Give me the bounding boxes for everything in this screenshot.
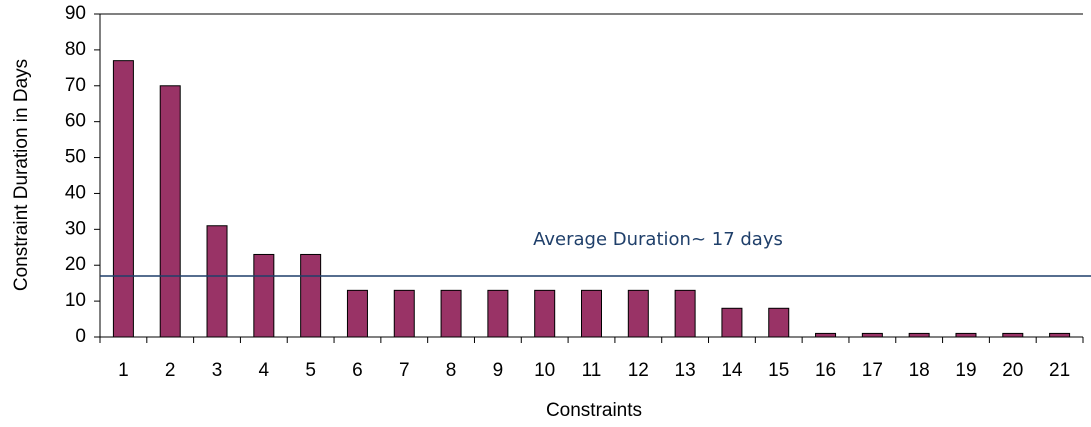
y-tick-label: 50 <box>65 147 86 168</box>
bar <box>908 332 930 338</box>
bar <box>393 289 415 338</box>
bar <box>206 225 228 338</box>
x-tick-label: 1 <box>118 360 129 381</box>
x-tick-label: 3 <box>212 360 223 381</box>
x-tick-label: 17 <box>862 360 883 381</box>
bar <box>1002 332 1024 338</box>
bar <box>1049 332 1071 338</box>
bar <box>768 307 790 338</box>
x-tick-label: 16 <box>815 360 836 381</box>
bar <box>627 289 649 338</box>
y-tick-label: 10 <box>65 290 86 311</box>
x-tick-label: 14 <box>721 360 743 381</box>
bar <box>112 60 134 338</box>
y-tick-label: 40 <box>65 182 86 203</box>
x-tick-label: 9 <box>493 360 504 381</box>
y-tick-label: 80 <box>65 39 86 60</box>
bar <box>159 85 181 338</box>
x-tick-label: 4 <box>259 360 270 381</box>
bar <box>440 289 462 338</box>
y-tick-label: 90 <box>65 3 86 24</box>
y-tick-label: 30 <box>65 218 86 239</box>
bar <box>346 289 368 338</box>
x-tick-label: 12 <box>628 360 649 381</box>
x-tick-label: 11 <box>582 360 602 381</box>
x-tick-label: 20 <box>1002 360 1023 381</box>
bar <box>674 289 696 338</box>
bar <box>721 307 743 338</box>
y-tick-label: 70 <box>65 75 86 96</box>
bar <box>534 289 556 338</box>
x-tick-label: 15 <box>768 360 789 381</box>
x-tick-label: 8 <box>446 360 457 381</box>
y-tick-label: 20 <box>65 254 86 275</box>
x-tick-label: 13 <box>675 360 696 381</box>
y-axis-title: Constraint Duration in Days <box>11 59 32 291</box>
x-tick-label: 7 <box>399 360 410 381</box>
bar <box>955 332 977 338</box>
bar <box>581 289 602 338</box>
x-tick-label: 19 <box>955 360 976 381</box>
bar <box>487 289 509 338</box>
average-label: Average Duration~ 17 days <box>533 229 783 250</box>
x-tick-label: 18 <box>909 360 930 381</box>
x-tick-label: 2 <box>165 360 176 381</box>
y-tick-label: 0 <box>75 326 86 347</box>
x-tick-label: 6 <box>352 360 363 381</box>
y-tick-label: 60 <box>65 111 86 132</box>
x-tick-label: 10 <box>534 360 555 381</box>
bar <box>815 332 837 338</box>
x-tick-label: 5 <box>305 360 316 381</box>
bar <box>253 253 275 338</box>
bar <box>300 253 322 338</box>
bar <box>861 332 883 338</box>
x-tick-label: 21 <box>1049 360 1070 381</box>
x-axis-title: Constraints <box>546 400 642 421</box>
